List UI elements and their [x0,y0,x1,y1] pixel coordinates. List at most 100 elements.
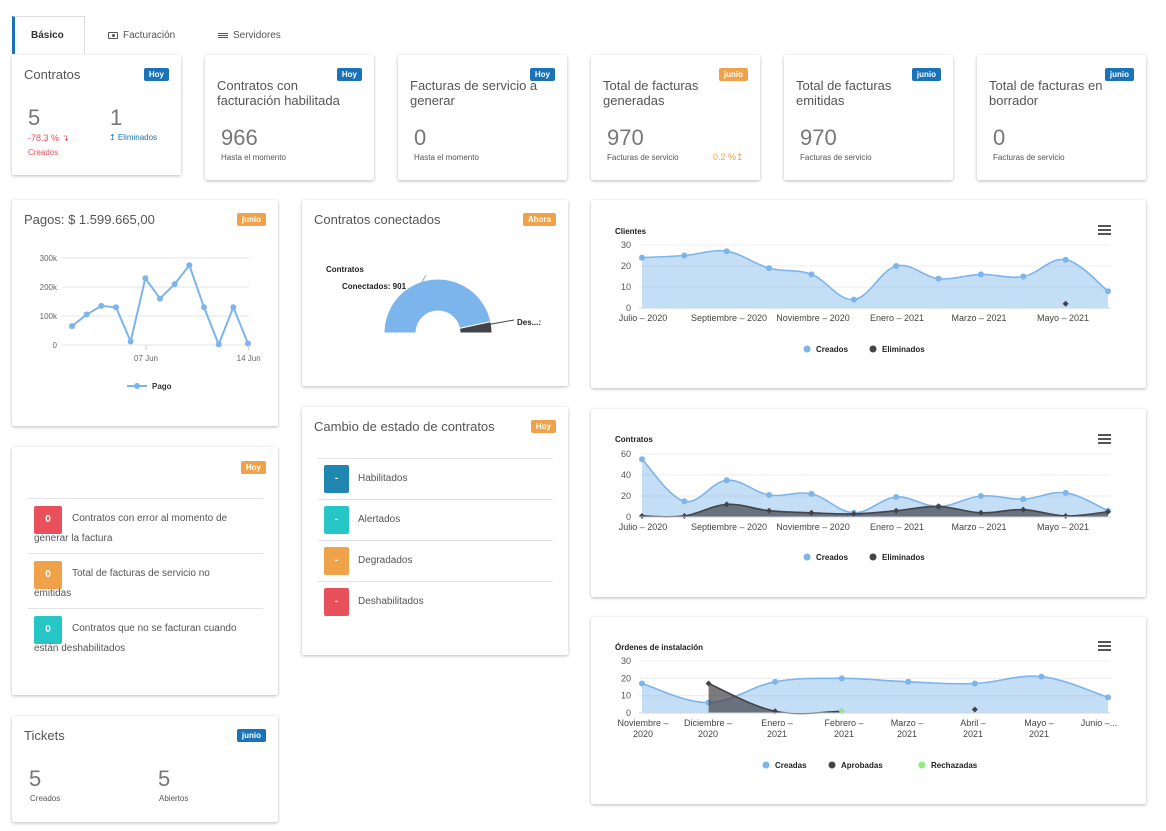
card-title: Contratos conectados [314,212,441,227]
pagos-chart: 0 100k 200k 300k 07 Jun 14 Jun Pago [40,254,261,391]
data-point [977,509,984,516]
x-tick-label: Marzo – 2021 [951,522,1006,532]
data-point [215,341,222,348]
tab-basico[interactable]: Básico [12,16,85,54]
y-tick-label: 300k [40,254,58,263]
y-tick-label: 0 [53,341,58,350]
conectados-chart: Contratos Conectados: 901 Des...: [326,265,541,334]
series-line [641,458,1109,514]
data-point [850,296,857,303]
period-badge: Ahora [522,213,556,226]
estado-row-deshabilitados: - Deshabilitados [318,581,553,622]
tab-facturacion[interactable]: Facturación [92,16,191,54]
x-tick-label: 07 Jun [134,354,158,363]
estado-count: - [324,588,349,616]
data-point [1105,288,1111,295]
data-point [639,512,645,519]
data-point [893,263,900,269]
chart-title: Clientes [615,227,647,236]
subtitle: Hasta el momento [221,153,286,162]
facturacion-habilitada-card: Contratos con facturación habilitada Hoy… [205,55,374,180]
data-point [639,456,645,463]
y-tick-label: 0 [626,708,631,718]
period-badge: Hoy [530,420,556,433]
slice-label: Conectados: 901 [342,282,407,291]
alert-count: 0 [34,616,62,644]
estado-label: Habilitados [358,473,408,484]
x-tick-label: Marzo – [891,718,924,728]
y-tick-label: 100k [40,312,58,321]
data-point [935,275,942,282]
period-badge: junio [911,68,941,81]
data-point [723,501,730,508]
data-point [639,680,645,687]
series-area [642,250,1108,308]
value: 0 [993,125,1006,150]
x-tick-label: Enero – [761,718,793,728]
y-tick-label: 200k [40,283,58,292]
data-point [171,281,178,288]
legend-marker [869,345,877,353]
chart-menu-icon[interactable] [1098,641,1111,651]
legend-label: Creadas [775,761,807,770]
data-point [113,304,119,311]
series-area [642,459,1108,517]
period-badge: Hoy [240,461,266,474]
chart-menu-icon[interactable] [1098,225,1111,235]
y-tick-label: 30 [621,656,631,666]
chart-menu-icon[interactable] [1098,434,1111,444]
data-point [935,503,942,510]
created-change: -78.3 % ↴ [28,133,70,143]
estado-count: - [324,506,349,534]
estado-row-alertados: - Alertados [318,499,553,540]
value: 0 [414,125,427,150]
pie-slice [383,278,492,334]
series-line [641,249,1109,301]
data-point [1020,506,1027,513]
tickets-card: Tickets junio 5 Creados 5 Abiertos [12,716,278,822]
estado-row-habilitados: - Habilitados [318,458,553,499]
deleted-label: ↥ Eliminados [109,133,158,142]
data-point [230,304,237,311]
series-area [642,504,1108,517]
data-point [69,323,75,330]
subtitle: Facturas de servicio [607,153,679,162]
x-tick-label: Marzo – 2021 [951,313,1006,323]
x-tick-label: Noviembre – 2020 [776,313,850,323]
data-point [893,494,900,501]
x-tick-label: Mayo – [1024,718,1054,728]
estado-count: - [324,465,349,493]
data-point [766,265,773,272]
data-point [127,338,134,345]
data-point [772,678,779,685]
series-line-pago [71,263,249,348]
card-title: Tickets [24,728,65,743]
tab-servidores[interactable]: Servidores [202,16,297,54]
y-tick-label: 10 [621,691,631,701]
x-tick-label: Mayo – 2021 [1037,522,1089,532]
alertas-card: Hoy 0 Contratos con error al momento de … [12,447,278,695]
period-badge: Hoy [336,68,362,81]
x-tick-label: Septiembre – 2020 [691,522,767,532]
facturas-generadas-card: Total de facturas generadas junio 970 Fa… [591,55,760,180]
card-title: Total de facturas generadas [603,78,699,108]
x-tick-label: Enero – 2021 [870,522,924,532]
data-point [723,477,730,484]
x-tick-label: Julio – 2020 [619,522,668,532]
card-title: Total de facturas emitidas [796,78,892,108]
chart-title: Órdenes de instalación [615,643,703,652]
contratos-card: Contratos Hoy 5 -78.3 % ↴ Creados 1 ↥ El… [12,55,181,175]
data-point [1105,694,1111,701]
legend-label: Aprobadas [841,761,883,770]
legend-label: Creados [816,345,849,354]
pie-slice [458,321,493,334]
x-tick-label: Febrero – [824,718,863,728]
label-connector [485,319,515,326]
data-point [1062,300,1069,307]
estado-card: Cambio de estado de contratos Hoy - Habi… [302,407,568,655]
subtitle: Hasta el momento [414,153,479,162]
ordenes-chart-card: Órdenes de instalación 0 10 20 30 Noviembre –… [591,617,1146,804]
y-tick-label: 30 [621,240,631,250]
period-badge: junio [1104,68,1134,81]
facturas-generar-card: Facturas de servicio a generar Hoy 0 Has… [398,55,567,180]
